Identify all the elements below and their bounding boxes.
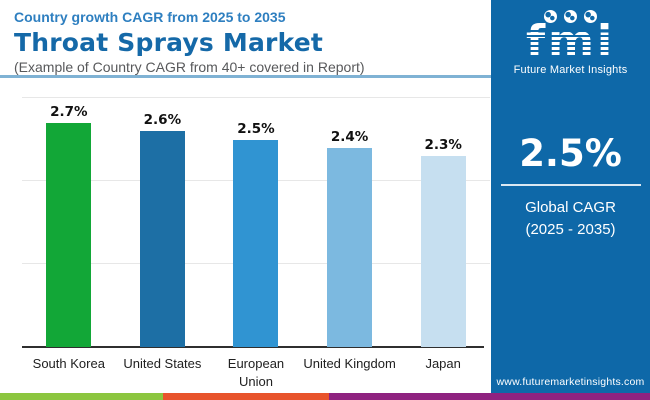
bar-japan — [420, 156, 466, 347]
stat-label-line2: (2025 - 2035) — [525, 220, 616, 238]
globe-icon — [564, 10, 577, 23]
logo-subtitle: Future Market Insights — [513, 64, 628, 76]
footer-strip-segment — [0, 393, 163, 400]
bar-column: 2.5% — [209, 120, 302, 347]
brand-sidebar: fmi Future Market Insights 2.5% Global C… — [491, 0, 650, 400]
global-cagr-stat: 2.5% Global CAGR (2025 - 2035) — [491, 132, 650, 241]
global-cagr-value: 2.5% — [519, 132, 622, 175]
bar-value-label: 2.6% — [143, 112, 182, 129]
gridline — [22, 97, 490, 98]
logo-wordmark: fmi — [523, 19, 618, 64]
bar-value-label: 2.7% — [50, 103, 88, 120]
bar-value-label: 2.4% — [330, 128, 369, 145]
bar-south-korea — [46, 122, 92, 347]
footer-strip-segment — [163, 393, 329, 400]
globe-icon — [584, 10, 597, 23]
category-label: United Kingdom — [303, 356, 396, 371]
bar-column: 2.3% — [397, 137, 490, 347]
header-divider — [0, 75, 491, 78]
stat-divider — [500, 184, 641, 186]
header: Country growth CAGR from 2025 to 2035 Th… — [0, 0, 491, 75]
globe-icon — [544, 10, 557, 23]
fmi-logo: fmi Future Market Insights — [491, 10, 650, 76]
bar-european-union — [233, 139, 279, 347]
footer-color-strip — [0, 393, 650, 400]
bar-value-label: 2.3% — [424, 137, 462, 154]
x-axis-line — [22, 346, 484, 348]
category-label: South Korea — [32, 356, 105, 371]
logo-globe-icons — [491, 10, 650, 23]
footer-strip-segment — [329, 393, 650, 400]
x-axis-category-labels: South Korea United States European Union Un… — [22, 355, 490, 391]
bar-united-kingdom — [327, 147, 373, 347]
chart-eyebrow: Country growth CAGR from 2025 to 2035 — [14, 9, 286, 25]
bar-value-label: 2.5% — [237, 120, 275, 137]
bar-united-states — [139, 131, 185, 347]
category-label: United States — [123, 356, 202, 371]
bar-columns: 2.7% 2.6% 2.5% 2.4% 2.3% — [22, 98, 490, 347]
bar-column: 2.4% — [303, 129, 396, 347]
page-title: Throat Sprays Market — [14, 28, 324, 57]
chart-subtitle: (Example of Country CAGR from 40+ covere… — [14, 59, 365, 75]
category-label: Japan — [425, 356, 461, 371]
website-link[interactable]: www.futuremarketinsights.com — [496, 376, 645, 388]
bar-column: 2.6% — [116, 112, 209, 347]
logo-stripes-decoration — [523, 27, 618, 58]
stat-label-line1: Global CAGR — [525, 199, 616, 216]
category-label: European Union — [227, 356, 285, 390]
bar-chart-plot-area: 2.7% 2.6% 2.5% 2.4% 2.3% — [22, 97, 490, 348]
chart-panel: Country growth CAGR from 2025 to 2035 Th… — [0, 0, 491, 391]
bar-column: 2.7% — [22, 104, 115, 347]
